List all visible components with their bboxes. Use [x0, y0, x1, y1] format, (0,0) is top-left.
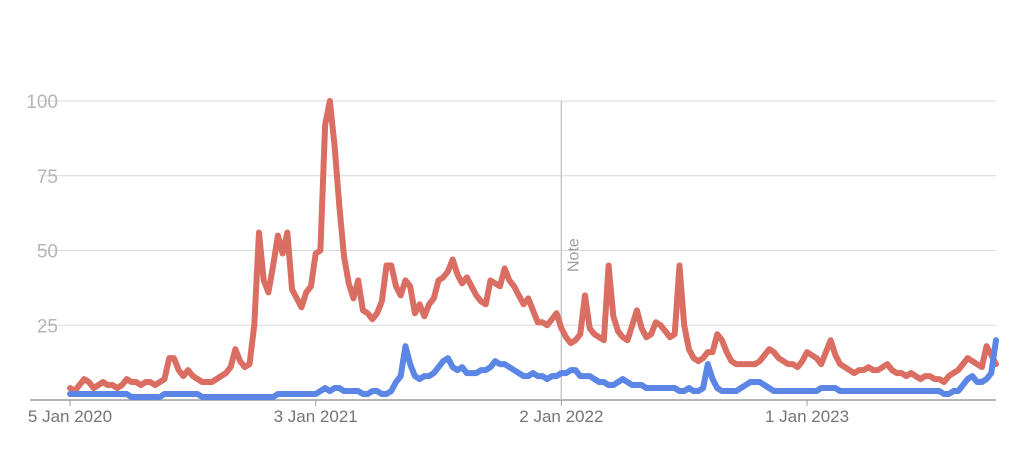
series-line-2 [67, 337, 999, 401]
y-tick-label-75: 75 [37, 167, 58, 188]
series-line-1 [67, 98, 999, 395]
x-tick-label-1: 3 Jan 2021 [274, 407, 358, 426]
x-tick-label-3: 1 Jan 2023 [765, 407, 849, 426]
x-tick-label-0: 5 Jan 2020 [28, 407, 112, 426]
y-tick-label-100: 100 [26, 92, 58, 113]
annotation-label: Note [565, 238, 582, 272]
y-tick-label-25: 25 [37, 316, 58, 337]
y-tick-label-50: 50 [37, 242, 58, 263]
x-tick-label-2: 2 Jan 2022 [519, 407, 603, 426]
